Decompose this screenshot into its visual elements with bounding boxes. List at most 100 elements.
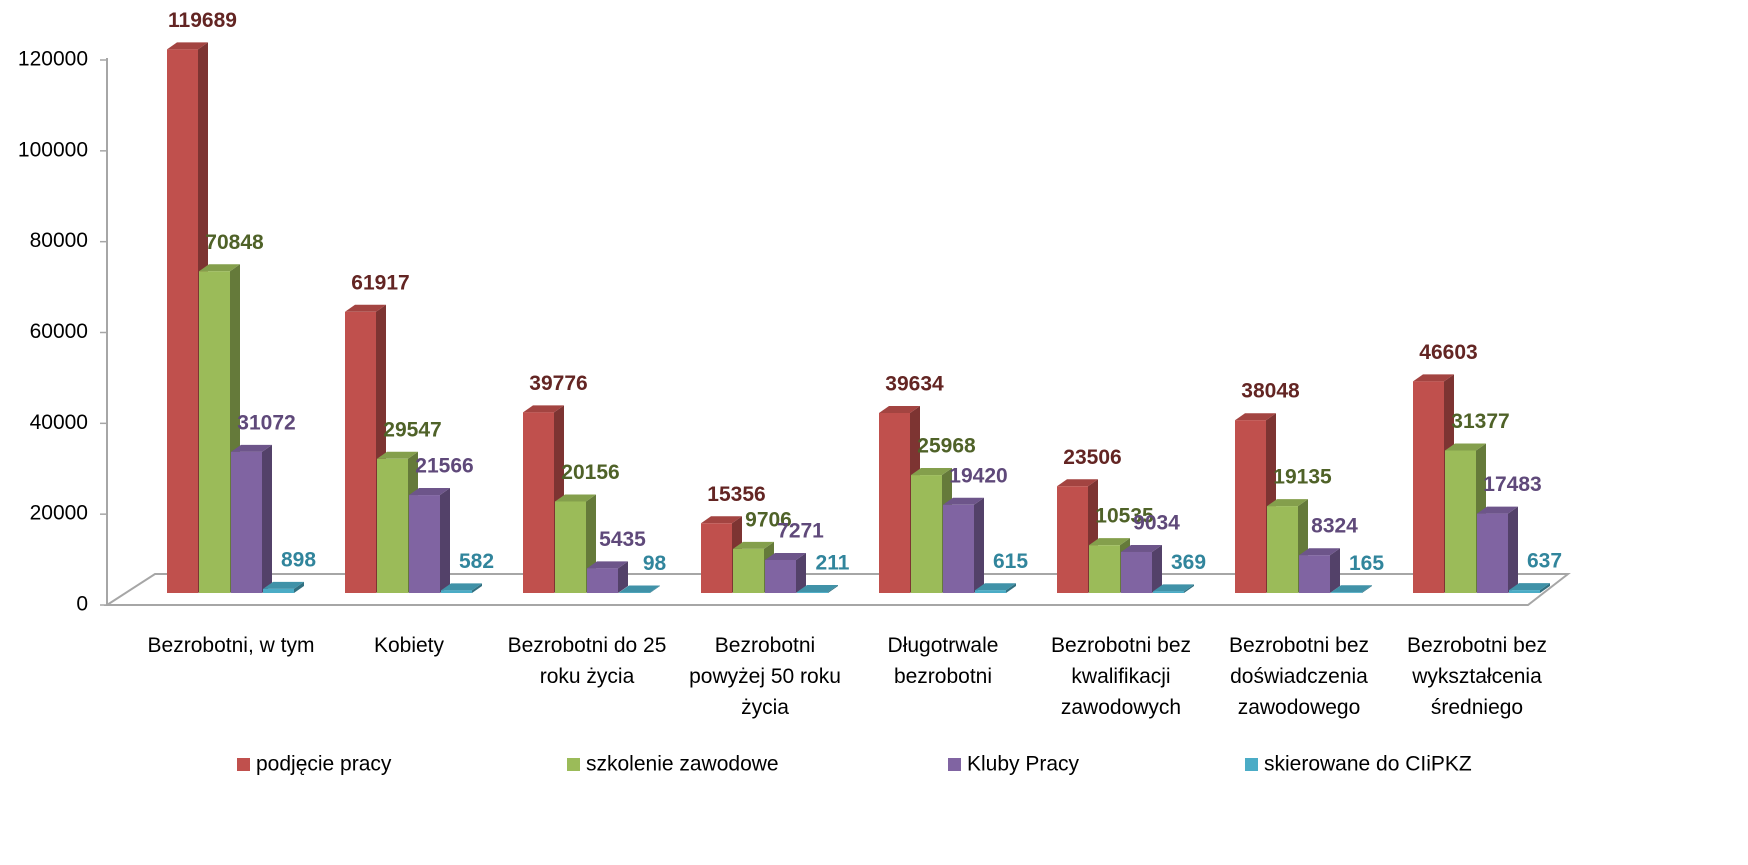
bar [1477,506,1518,593]
bar-front [523,412,554,593]
bar-front [441,590,472,593]
bar-front [1267,506,1298,593]
data-label: 582 [459,550,494,573]
data-label: 39776 [529,372,587,395]
bar-front [1235,420,1266,593]
legend-swatch [1245,758,1258,771]
data-label: 20156 [561,461,619,484]
data-label: 25968 [917,435,976,458]
bar-top [199,264,240,272]
data-label: 9706 [745,508,792,531]
data-label: 39634 [885,373,944,396]
bar-front [377,458,408,593]
legend-label: skierowane do CIiPKZ [1264,753,1472,776]
bar-front [1413,381,1444,593]
bar-front [199,271,230,593]
bar-front [409,495,440,593]
bar-side [828,585,838,593]
bar [345,304,386,593]
bar-top [619,585,660,593]
bar-front [1153,591,1184,593]
bar-top [1121,544,1162,552]
bar [263,581,304,593]
data-label: 38048 [1241,380,1300,403]
bar-top [1089,538,1130,546]
bar-front [345,311,376,593]
bar-front [1445,450,1476,593]
bar-front [1509,590,1540,593]
legend-label: Kluby Pracy [967,753,1080,776]
bar-side [974,497,984,593]
bar-top [733,541,774,549]
bar-side [1006,583,1016,593]
legend-swatch [237,758,250,771]
bar-top [523,405,564,413]
bar-top [911,468,952,476]
bar-top [1153,584,1194,592]
data-label: 98 [643,552,667,575]
bar [1299,548,1340,593]
data-label: 7271 [777,520,824,543]
x-tick-label: Bezrobotni bez wykształcenia średniego [1406,634,1548,719]
bar-top [377,451,418,459]
x-tick-label: Kobiety [373,634,445,657]
bar [231,444,272,593]
bar-front [701,523,732,593]
data-label: 70848 [205,231,264,254]
y-tick-label: 40000 [30,411,88,434]
data-label: 211 [816,552,850,575]
x-tick-label: Bezrobotni bez doświadczenia zawodowego [1228,634,1370,719]
bar [1509,583,1550,593]
bar-side [796,552,806,593]
y-tick-label: 100000 [18,138,88,161]
bar-front [879,412,910,593]
bar-front [943,504,974,593]
bar-top [975,583,1016,591]
data-label: 369 [1171,551,1206,574]
bar [555,494,596,593]
bar-front [765,559,796,593]
data-label: 61917 [351,271,409,294]
data-label: 8324 [1311,515,1358,538]
bar-top [409,488,450,496]
data-label: 637 [1527,550,1562,573]
data-label: 10535 [1095,505,1154,528]
bar-front [263,588,294,593]
bar-top [1331,585,1372,593]
bar-front [231,451,262,593]
bar-front [1331,592,1362,593]
bar-front [167,49,198,593]
bar-side [1184,584,1194,593]
x-tick-label: Długotrwale bezrobotni [887,634,999,688]
bar-front [1057,486,1088,593]
bar-front [1089,545,1120,593]
bar-side [650,585,660,593]
bar [1153,584,1194,593]
bar-front [1121,551,1152,593]
bar-top [1509,583,1550,591]
bar-front [587,568,618,593]
y-tick-label: 60000 [30,320,88,343]
data-label: 19420 [949,464,1007,487]
bar-top [1477,506,1518,514]
bar-top [231,444,272,452]
bar-side [294,581,304,593]
bar-top [555,494,596,502]
bar-side [1540,583,1550,593]
y-tick-label: 120000 [18,48,88,71]
data-label: 165 [1349,552,1384,575]
bar-top [1445,443,1486,451]
bar [587,561,628,593]
x-tick-label: Bezrobotni do 25 roku życia [507,634,667,688]
bar-top [1267,499,1308,507]
bar [619,585,660,593]
data-label: 15356 [707,483,765,506]
bar [1331,585,1372,593]
x-tick-label: Bezrobotni, w tym [147,634,315,657]
bar-top [943,497,984,505]
y-tick-label: 0 [76,593,88,616]
bar-side [1152,544,1162,593]
bar [1121,544,1162,593]
